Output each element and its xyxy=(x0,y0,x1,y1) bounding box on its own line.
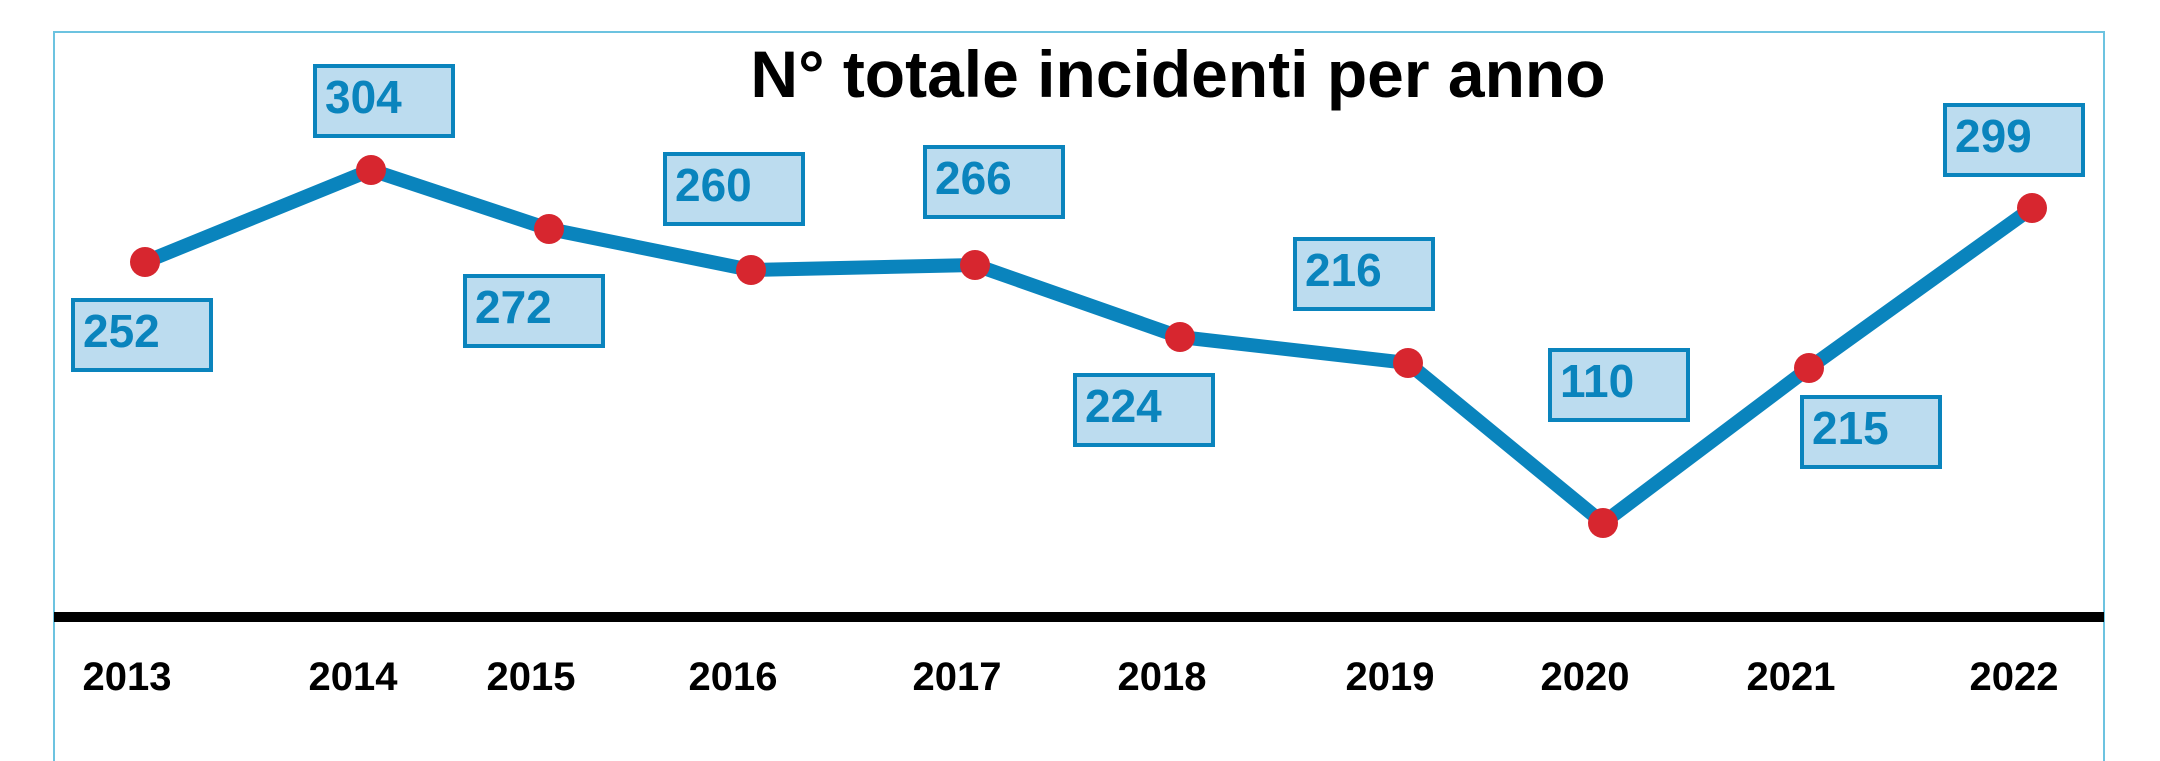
data-label-box xyxy=(1073,373,1215,447)
data-label: 252 xyxy=(71,298,213,372)
data-label-text: 252 xyxy=(83,305,160,357)
data-label: 216 xyxy=(1293,237,1435,311)
x-tick-label: 2018 xyxy=(1118,655,1207,699)
data-label-box xyxy=(1800,395,1942,469)
data-point-marker xyxy=(356,155,386,185)
x-tick-label: 2016 xyxy=(689,655,778,699)
data-label-box xyxy=(313,64,455,138)
data-label: 266 xyxy=(923,145,1065,219)
data-label-text: 224 xyxy=(1085,380,1162,432)
data-label-box xyxy=(1943,103,2085,177)
x-tick-label: 2017 xyxy=(913,655,1002,699)
data-point-marker xyxy=(1588,508,1618,538)
data-label-text: 272 xyxy=(475,281,552,333)
data-label-text: 266 xyxy=(935,152,1012,204)
data-point-marker xyxy=(130,247,160,277)
data-point-marker xyxy=(736,255,766,285)
data-label: 260 xyxy=(663,152,805,226)
data-label-text: 216 xyxy=(1305,244,1382,296)
data-label: 215 xyxy=(1800,395,1942,469)
data-point-marker xyxy=(534,214,564,244)
series-layer: 252 304 272 260 266 224 216 110 215 299 xyxy=(71,64,2085,538)
x-tick-label: 2019 xyxy=(1346,655,1435,699)
data-label-text: 299 xyxy=(1955,110,2032,162)
data-label: 299 xyxy=(1943,103,2085,177)
data-label-box xyxy=(923,145,1065,219)
data-label-box xyxy=(1293,237,1435,311)
data-label-text: 110 xyxy=(1560,355,1634,407)
data-label: 110 xyxy=(1548,348,1690,422)
data-point-marker xyxy=(2017,193,2047,223)
x-tick-label: 2021 xyxy=(1747,655,1836,699)
data-label-text: 304 xyxy=(325,71,402,123)
data-label-text: 260 xyxy=(675,159,752,211)
x-tick-label: 2022 xyxy=(1970,655,2059,699)
data-point-marker xyxy=(1794,353,1824,383)
data-point-marker xyxy=(960,250,990,280)
x-tick-label: 2020 xyxy=(1541,655,1630,699)
data-label-box xyxy=(1548,348,1690,422)
data-label: 224 xyxy=(1073,373,1215,447)
series-line xyxy=(138,163,2039,530)
x-tick-label: 2014 xyxy=(309,655,399,699)
x-tick-labels: 2013 2014 2015 2016 2017 2018 2019 2020 2021 2022 xyxy=(83,655,2059,699)
data-label: 272 xyxy=(463,274,605,348)
data-label: 304 xyxy=(313,64,455,138)
data-label-text: 215 xyxy=(1812,402,1889,454)
x-tick-label: 2013 xyxy=(83,655,172,699)
data-label-box xyxy=(663,152,805,226)
x-tick-label: 2015 xyxy=(487,655,576,699)
data-point-marker xyxy=(1165,322,1195,352)
data-label-box xyxy=(463,274,605,348)
chart-title: N° totale incidenti per anno xyxy=(750,37,1605,111)
data-label-box xyxy=(71,298,213,372)
data-point-marker xyxy=(1393,348,1423,378)
